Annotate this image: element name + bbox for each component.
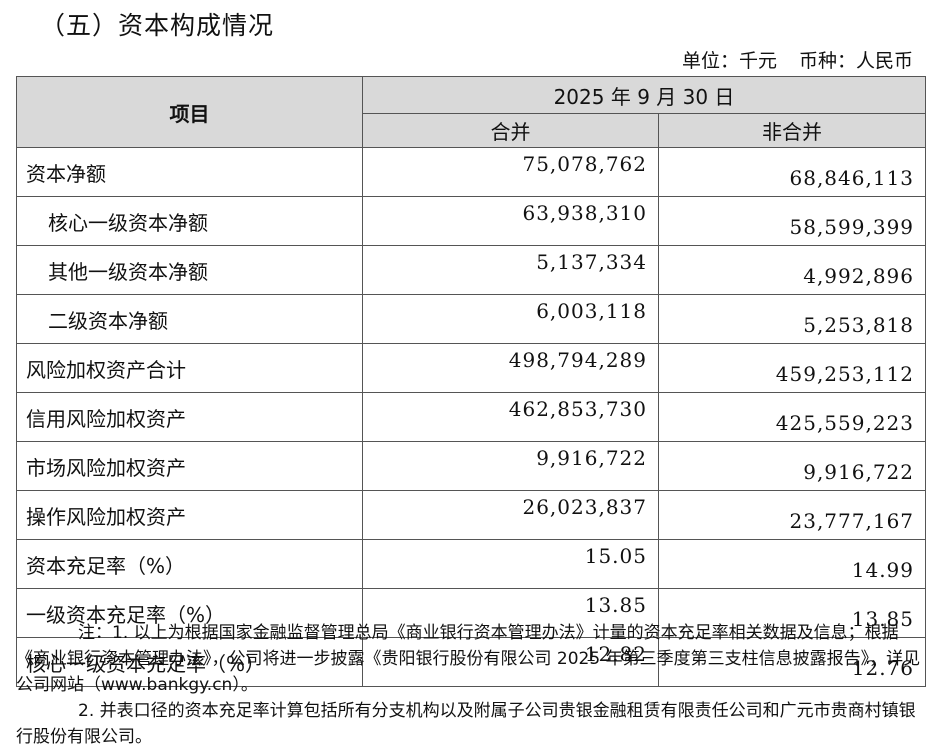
row-label: 二级资本净额 — [16, 294, 363, 344]
table-row: 信用风险加权资产 462,853,730 425,559,223 — [16, 392, 927, 442]
row-label: 其他一级资本净额 — [16, 245, 363, 295]
row-label: 信用风险加权资产 — [16, 392, 363, 442]
table-row: 其他一级资本净额 5,137,334 4,992,896 — [16, 245, 927, 295]
consolidated-value: 26,023,837 — [362, 490, 659, 540]
consolidated-value: 462,853,730 — [362, 392, 659, 442]
consolidated-value: 6,003,118 — [362, 294, 659, 344]
row-label: 核心一级资本充足率（%） — [16, 637, 363, 687]
table-row: 核心一级资本充足率（%） 12.82 12.76 — [16, 637, 927, 687]
currency-label: 币种：人民币 — [798, 50, 913, 72]
nonconsolidated-value: 68,846,113 — [657, 147, 927, 197]
footnotes: 注：1. 以上为根据国家金融监督管理总局《商业银行资本管理办法》计量的资本充足率… — [16, 620, 928, 750]
consolidated-column-header: 合并 — [362, 113, 659, 148]
row-label: 资本净额 — [16, 147, 363, 197]
row-label: 风险加权资产合计 — [16, 343, 363, 393]
consolidated-value: 9,916,722 — [362, 441, 659, 491]
footnote-2: 2. 并表口径的资本充足率计算包括所有分支机构以及附属子公司贵银金融租赁有限责任… — [16, 701, 916, 747]
nonconsolidated-column-header: 非合并 — [657, 113, 927, 148]
table-row: 资本充足率（%） 15.05 14.99 — [16, 539, 927, 589]
consolidated-value: 498,794,289 — [362, 343, 659, 393]
section-heading: （五）资本构成情况 — [40, 11, 275, 40]
nonconsolidated-value: 58,599,399 — [657, 196, 927, 246]
unit-currency-line: 单位：千元 币种：人民币 — [682, 46, 913, 73]
row-label: 操作风险加权资产 — [16, 490, 363, 540]
consolidated-value: 63,938,310 — [362, 196, 659, 246]
row-label: 资本充足率（%） — [16, 539, 363, 589]
row-label: 核心一级资本净额 — [16, 196, 363, 246]
nonconsolidated-value: 4,992,896 — [657, 245, 927, 295]
row-label: 一级资本充足率（%） — [16, 588, 363, 638]
table-row: 核心一级资本净额 63,938,310 58,599,399 — [16, 196, 927, 246]
consolidated-value: 5,137,334 — [362, 245, 659, 295]
nonconsolidated-value: 14.99 — [657, 539, 927, 589]
nonconsolidated-value: 13.85 — [657, 588, 927, 638]
item-column-header: 项目 — [16, 76, 363, 148]
table-row: 资本净额 75,078,762 68,846,113 — [16, 147, 927, 197]
table-row: 风险加权资产合计 498,794,289 459,253,112 — [16, 343, 927, 393]
consolidated-value: 75,078,762 — [362, 147, 659, 197]
unit-label: 单位：千元 — [681, 50, 777, 72]
consolidated-value: 13.85 — [362, 588, 659, 638]
nonconsolidated-value: 12.76 — [657, 637, 927, 687]
nonconsolidated-value: 23,777,167 — [657, 490, 927, 540]
nonconsolidated-value: 5,253,818 — [657, 294, 927, 344]
table-row: 操作风险加权资产 26,023,837 23,777,167 — [16, 490, 927, 540]
nonconsolidated-value: 9,916,722 — [657, 441, 927, 491]
table-row: 二级资本净额 6,003,118 5,253,818 — [16, 294, 927, 344]
footnote-1: 注：1. 以上为根据国家金融监督管理总局《商业银行资本管理办法》计量的资本充足率… — [16, 623, 921, 695]
table-row: 市场风险加权资产 9,916,722 9,916,722 — [16, 441, 927, 491]
table-row: 一级资本充足率（%） 13.85 13.85 — [16, 588, 927, 638]
date-column-header: 2025 年 9 月 30 日 — [361, 76, 927, 114]
row-label: 市场风险加权资产 — [16, 441, 363, 491]
consolidated-value: 12.82 — [362, 637, 659, 687]
nonconsolidated-value: 425,559,223 — [657, 392, 927, 442]
consolidated-value: 15.05 — [362, 539, 659, 589]
capital-composition-table: 项目 2025 年 9 月 30 日 合并 非合并 资本净额 75,078,76… — [16, 76, 927, 687]
nonconsolidated-value: 459,253,112 — [657, 343, 927, 393]
